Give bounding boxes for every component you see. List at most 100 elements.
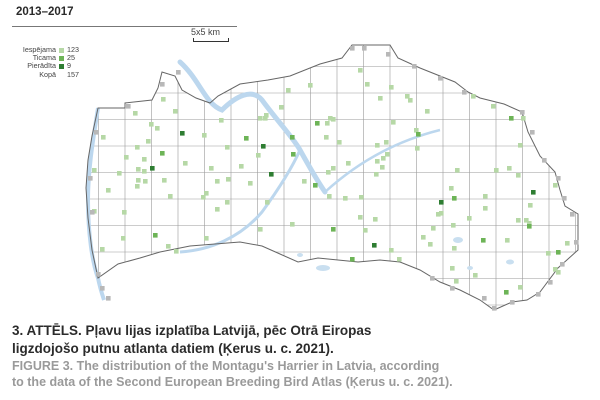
distribution-map bbox=[85, 44, 579, 311]
sighting-square-outside_square bbox=[492, 306, 497, 311]
sighting-square-possible bbox=[452, 246, 457, 251]
sighting-square-possible bbox=[215, 207, 220, 212]
sighting-square-outside_square bbox=[574, 240, 579, 245]
sighting-square-outside_square bbox=[412, 64, 417, 69]
legend-row-probable: Ticama 25 bbox=[4, 53, 87, 63]
sighting-square-possible bbox=[389, 85, 394, 90]
sighting-square-possible bbox=[483, 206, 488, 211]
sighting-square-possible bbox=[326, 170, 331, 175]
sighting-square-possible bbox=[346, 161, 351, 166]
sighting-square-possible bbox=[256, 153, 261, 158]
sighting-square-possible bbox=[516, 173, 521, 178]
sighting-square-possible bbox=[225, 200, 230, 205]
sighting-square-outside_square bbox=[362, 46, 367, 51]
caption-latvian-line-1: 3. ATTĒLS. Pļavu lijas izplatība Latvijā… bbox=[12, 323, 372, 338]
map-period-title: 2013–2017 bbox=[16, 6, 74, 18]
sighting-square-possible bbox=[414, 128, 419, 133]
sighting-square-outside_square bbox=[556, 176, 561, 181]
sighting-square-possible bbox=[161, 97, 166, 102]
sighting-square-probable bbox=[481, 238, 486, 243]
caption-english-line-2: to the data of the Second European Breed… bbox=[12, 375, 453, 389]
sighting-square-outside_square bbox=[350, 46, 355, 51]
sighting-square-possible bbox=[168, 194, 173, 199]
sighting-square-possible bbox=[363, 228, 368, 233]
sighting-square-confirmed bbox=[269, 172, 274, 177]
sighting-square-possible bbox=[135, 184, 140, 189]
sighting-square-possible bbox=[258, 116, 263, 121]
legend-label: Pierādīta bbox=[27, 61, 56, 71]
sighting-square-outside_square bbox=[562, 196, 567, 201]
sighting-square-possible bbox=[546, 251, 551, 256]
sighting-square-possible bbox=[133, 111, 138, 116]
lake bbox=[297, 253, 303, 257]
sighting-square-possible bbox=[415, 146, 420, 151]
sighting-square-possible bbox=[325, 121, 330, 126]
legend-row-possible: Iespējama 123 bbox=[4, 45, 87, 54]
sighting-square-probable bbox=[527, 224, 532, 229]
sighting-square-possible bbox=[373, 217, 378, 222]
sighting-square-probable bbox=[160, 151, 165, 156]
sighting-square-outside_square bbox=[548, 280, 553, 285]
sighting-square-possible bbox=[204, 191, 209, 196]
sighting-square-possible bbox=[155, 126, 160, 131]
sighting-square-possible bbox=[483, 194, 488, 199]
sighting-square-confirmed bbox=[180, 131, 185, 136]
river-gauja bbox=[324, 128, 441, 193]
sighting-square-possible bbox=[507, 166, 512, 171]
sighting-square-probable bbox=[315, 121, 320, 126]
sighting-square-possible bbox=[124, 155, 129, 160]
gulf-of-riga-coast bbox=[177, 59, 328, 195]
sighting-square-probable bbox=[313, 183, 318, 188]
river-daugava bbox=[179, 149, 302, 254]
sighting-square-outside_square bbox=[520, 110, 525, 115]
sighting-square-possible bbox=[209, 166, 214, 171]
sighting-square-possible bbox=[258, 227, 263, 232]
country-border bbox=[85, 44, 579, 311]
legend-label: Iespējama bbox=[22, 45, 56, 54]
sighting-square-possible bbox=[553, 183, 558, 188]
legend-count: 9 bbox=[67, 61, 71, 71]
sighting-square-probable bbox=[452, 196, 457, 201]
sighting-square-possible bbox=[385, 152, 390, 157]
sighting-square-outside_square bbox=[96, 272, 101, 277]
sighting-square-possible bbox=[451, 223, 456, 228]
legend-label: Ticama bbox=[32, 53, 56, 63]
sighting-square-possible bbox=[391, 120, 396, 125]
sighting-square-possible bbox=[117, 171, 122, 176]
sighting-square-outside_square bbox=[88, 176, 93, 181]
sighting-square-possible bbox=[183, 161, 188, 166]
sighting-square-possible bbox=[380, 165, 385, 170]
lake bbox=[506, 259, 514, 265]
sighting-square-possible bbox=[149, 122, 154, 127]
sighting-square-possible bbox=[425, 109, 430, 114]
sighting-square-probable bbox=[290, 135, 295, 140]
sighting-square-possible bbox=[528, 203, 533, 208]
legend-label: Kopā bbox=[39, 69, 56, 79]
sighting-square-outside_square bbox=[106, 296, 111, 301]
sighting-square-possible bbox=[101, 135, 106, 140]
sighting-square-possible bbox=[378, 96, 383, 101]
sighting-square-possible bbox=[516, 218, 521, 223]
legend-row-total: Kopā 157 bbox=[4, 69, 87, 79]
legend-swatch-confirmed bbox=[59, 63, 64, 69]
sighting-square-possible bbox=[358, 68, 363, 73]
sighting-square-outside_square bbox=[530, 130, 535, 135]
sighting-square-possible bbox=[142, 157, 147, 162]
sighting-square-possible bbox=[358, 215, 363, 220]
sighting-square-outside_square bbox=[482, 296, 487, 301]
sighting-square-possible bbox=[343, 196, 348, 201]
lakes bbox=[297, 237, 514, 271]
sighting-square-possible bbox=[174, 249, 179, 254]
lake bbox=[316, 265, 330, 271]
sighting-square-possible bbox=[135, 145, 140, 150]
sighting-square-possible bbox=[215, 179, 220, 184]
sighting-square-possible bbox=[449, 186, 454, 191]
sighting-square-possible bbox=[436, 212, 441, 217]
sighting-square-possible bbox=[397, 257, 402, 262]
sighting-square-outside_square bbox=[510, 300, 515, 305]
coastline-and-rivers bbox=[85, 59, 441, 301]
sighting-square-possible bbox=[375, 143, 380, 148]
caption-english-line-1: FIGURE 3. The distribution of the Montag… bbox=[12, 359, 440, 373]
sighting-square-possible bbox=[374, 172, 379, 177]
legend-count: 25 bbox=[67, 53, 75, 63]
